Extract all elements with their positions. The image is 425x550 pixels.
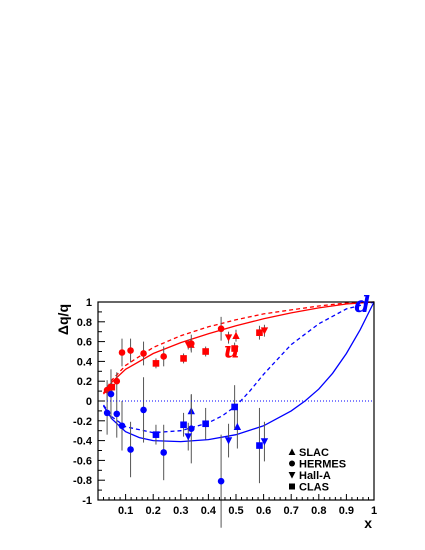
data-point-hermes-d [107, 390, 115, 398]
legend-marker-slac [288, 448, 296, 455]
data-point-clas-u [180, 355, 187, 362]
model-curves [102, 301, 375, 443]
data-point-hall-a-d [260, 438, 269, 446]
data-point-clas-u [231, 345, 238, 352]
y-tick-label: -0.8 [73, 475, 92, 487]
data-points [103, 316, 269, 528]
data-point-clas-u [202, 348, 209, 355]
data-point-clas-d [180, 421, 187, 429]
axes: 0.1 0.2 0.3 0.4 0.5 0.6 0.7 0.8 0.9 1 -1 -0.8 -0.6 -0… [55, 297, 377, 531]
data-point-clas-d [231, 403, 238, 411]
data-point-clas-d [202, 420, 209, 428]
data-point-hall-a-u [184, 341, 192, 349]
curve-u-dashed [102, 301, 375, 394]
data-point-clas-u [152, 360, 160, 367]
legend-marker-hermes [289, 460, 295, 467]
data-point-hermes-u [113, 377, 121, 385]
data-point-slac-d [233, 422, 242, 431]
data-point-hermes-d [118, 422, 126, 430]
y-tick-label: -1 [82, 495, 92, 507]
y-axis-title: Δq/q [55, 304, 71, 335]
legend-marker-hall-a [288, 472, 296, 479]
y-tick-label: 0.6 [77, 337, 92, 349]
data-point-clas-u [256, 329, 263, 336]
legend-label-hermes: HERMES [299, 459, 346, 471]
y-tick-label: 0 [86, 396, 92, 408]
data-point-hall-a-u [260, 327, 269, 335]
y-tick-label: -0.6 [73, 455, 92, 467]
data-point-hermes-d [103, 409, 111, 417]
y-tick-label: 1 [86, 297, 92, 309]
data-point-clas-u [108, 383, 116, 391]
data-point-hermes-d [160, 449, 167, 456]
x-tick-label: 0.8 [311, 505, 326, 517]
x-tick-label: 0.1 [118, 505, 133, 517]
data-point-hermes-d [217, 477, 225, 485]
x-tick-label: 0.3 [173, 505, 188, 517]
data-point-hermes-d [140, 406, 147, 414]
data-point-slac-u [232, 331, 240, 339]
data-point-clas-d [256, 442, 263, 449]
curve-label-u: u [224, 337, 240, 363]
data-point-hermes-u [118, 349, 126, 356]
x-tick-label: 0.7 [284, 505, 299, 517]
data-point-hermes-d [187, 425, 195, 433]
data-point-hermes-d [113, 410, 121, 418]
x-tick-label: 1 [371, 505, 377, 517]
y-tick-label: 0.2 [77, 376, 92, 388]
data-point-hall-a-d [184, 433, 192, 441]
legend-label-clas: CLAS [299, 482, 329, 494]
curve-d-solid [102, 301, 375, 443]
legend-label-hall-a: Hall-A [299, 470, 331, 482]
data-point-hermes-d [127, 446, 134, 453]
x-tick-label: 0.2 [146, 505, 161, 517]
y-tick-label: -0.2 [73, 416, 92, 428]
x-tick-label: 0.6 [256, 505, 271, 517]
x-tick-label: 0.4 [201, 505, 217, 517]
x-axis-title: x [364, 515, 372, 531]
x-tick-label: 0.9 [339, 505, 354, 517]
y-tick-label: 0.4 [77, 356, 93, 368]
data-point-hermes-u [140, 350, 147, 357]
legend-label-slac: SLAC [299, 447, 329, 459]
data-point-hermes-u [160, 353, 167, 360]
y-tick-label: -0.4 [73, 436, 93, 448]
data-point-hall-a-u [224, 334, 233, 342]
x-tick-label: 0.5 [228, 505, 243, 517]
y-tick-label: 0.8 [77, 317, 92, 329]
legend-marker-clas [289, 483, 295, 490]
data-point-hall-a-d [224, 437, 233, 445]
curve-label-d: d [355, 292, 370, 318]
data-point-hermes-u [127, 347, 134, 354]
data-point-clas-d [152, 431, 160, 438]
curve-labels: ud [224, 292, 370, 364]
data-point-hermes-u [217, 325, 225, 333]
